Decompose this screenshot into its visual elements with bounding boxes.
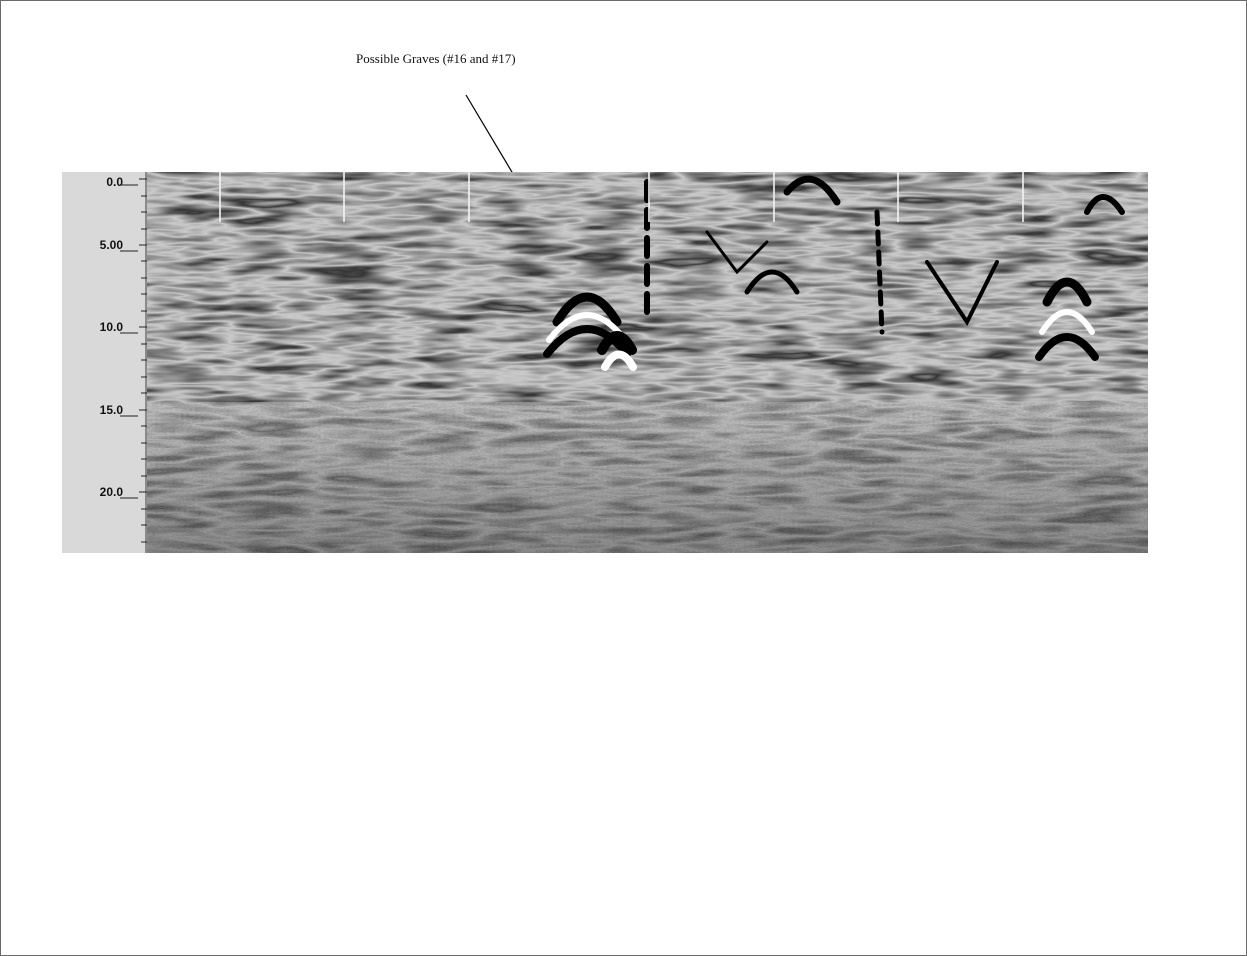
depth-label-0: 0.0 [106, 175, 123, 189]
annotation-label: Possible Graves (#16 and #17) [356, 51, 516, 66]
depth-ruler: 0.0 5.00 10.0 15.0 20.0 [62, 172, 147, 553]
depth-label-15: 15.0 [99, 403, 123, 417]
depth-ruler-ticks [120, 178, 147, 543]
radargram-image [147, 172, 1148, 553]
gpr-profile: 0.0 5.00 10.0 15.0 20.0 [62, 172, 1148, 553]
depth-label-20: 20.0 [99, 485, 123, 499]
depth-label-10: 10.0 [99, 320, 123, 334]
depth-label-5: 5.00 [99, 238, 123, 252]
